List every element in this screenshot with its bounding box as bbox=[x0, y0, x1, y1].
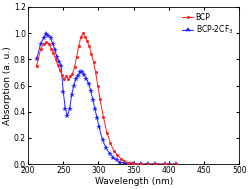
BCP-2CF$_3$ bbox=[94, 108, 96, 110]
BCP bbox=[134, 163, 136, 165]
BCP bbox=[82, 32, 84, 34]
BCP bbox=[75, 56, 78, 58]
BCP bbox=[39, 48, 42, 50]
BCP-2CF$_3$ bbox=[35, 58, 38, 60]
BCP bbox=[96, 84, 99, 87]
BCP bbox=[86, 40, 89, 42]
BCP-2CF$_3$ bbox=[58, 61, 60, 63]
BCP bbox=[126, 162, 130, 164]
BCP-2CF$_3$ bbox=[62, 91, 65, 93]
BCP bbox=[52, 52, 55, 54]
BCP bbox=[90, 53, 93, 55]
BCP bbox=[56, 64, 59, 66]
BCP bbox=[77, 45, 80, 47]
BCP-2CF$_3$ bbox=[96, 117, 98, 119]
BCP bbox=[45, 41, 48, 43]
BCP-2CF$_3$ bbox=[146, 163, 149, 165]
X-axis label: Wavelength (nm): Wavelength (nm) bbox=[94, 177, 173, 186]
BCP-2CF$_3$ bbox=[122, 162, 125, 164]
BCP bbox=[73, 66, 76, 68]
BCP bbox=[153, 163, 156, 165]
Y-axis label: Absorption (a. u.): Absorption (a. u.) bbox=[4, 46, 13, 125]
BCP-2CF$_3$ bbox=[119, 162, 122, 164]
BCP-2CF$_3$ bbox=[47, 35, 50, 37]
BCP bbox=[50, 48, 53, 50]
BCP-2CF$_3$ bbox=[68, 108, 71, 110]
BCP-2CF$_3$ bbox=[76, 75, 80, 77]
BCP bbox=[106, 132, 108, 134]
BCP bbox=[79, 36, 82, 38]
BCP bbox=[98, 98, 101, 100]
BCP-2CF$_3$ bbox=[129, 163, 132, 165]
Line: BCP: BCP bbox=[35, 32, 178, 166]
BCP bbox=[130, 162, 133, 164]
BCP-2CF$_3$ bbox=[101, 139, 104, 142]
BCP-2CF$_3$ bbox=[174, 163, 177, 165]
BCP-2CF$_3$ bbox=[56, 56, 58, 58]
BCP-2CF$_3$ bbox=[91, 99, 94, 101]
BCP-2CF$_3$ bbox=[81, 71, 84, 74]
BCP bbox=[64, 75, 68, 77]
BCP-2CF$_3$ bbox=[87, 83, 90, 85]
BCP-2CF$_3$ bbox=[112, 156, 115, 159]
BCP-2CF$_3$ bbox=[85, 78, 88, 80]
BCP-2CF$_3$ bbox=[45, 33, 48, 36]
BCP bbox=[112, 150, 116, 152]
BCP bbox=[67, 78, 70, 80]
BCP-2CF$_3$ bbox=[53, 49, 56, 51]
BCP-2CF$_3$ bbox=[126, 163, 129, 165]
BCP bbox=[71, 73, 74, 75]
BCP bbox=[123, 160, 126, 163]
BCP bbox=[164, 163, 167, 165]
BCP bbox=[102, 116, 105, 118]
BCP-2CF$_3$ bbox=[66, 115, 69, 117]
BCP-2CF$_3$ bbox=[108, 153, 111, 155]
BCP bbox=[109, 142, 112, 144]
BCP bbox=[146, 163, 149, 165]
BCP bbox=[120, 158, 122, 160]
Line: BCP-2CF$_3$: BCP-2CF$_3$ bbox=[34, 32, 178, 167]
BCP bbox=[35, 65, 38, 67]
BCP-2CF$_3$ bbox=[42, 37, 45, 40]
BCP-2CF$_3$ bbox=[164, 163, 167, 165]
BCP-2CF$_3$ bbox=[51, 43, 54, 45]
BCP bbox=[42, 43, 45, 45]
Legend: BCP, BCP-2CF$_3$: BCP, BCP-2CF$_3$ bbox=[180, 11, 236, 38]
BCP bbox=[84, 36, 86, 38]
BCP bbox=[174, 163, 177, 165]
BCP bbox=[116, 154, 119, 156]
BCP bbox=[60, 74, 63, 76]
BCP-2CF$_3$ bbox=[39, 43, 42, 45]
BCP-2CF$_3$ bbox=[89, 90, 92, 92]
BCP-2CF$_3$ bbox=[79, 71, 82, 74]
BCP-2CF$_3$ bbox=[115, 159, 118, 161]
BCP bbox=[62, 78, 66, 80]
BCP bbox=[88, 45, 91, 47]
BCP-2CF$_3$ bbox=[60, 65, 63, 67]
BCP bbox=[94, 71, 97, 74]
BCP bbox=[54, 58, 57, 60]
BCP bbox=[48, 43, 51, 45]
BCP-2CF$_3$ bbox=[98, 126, 101, 129]
BCP bbox=[139, 163, 142, 165]
BCP-2CF$_3$ bbox=[70, 94, 73, 96]
BCP-2CF$_3$ bbox=[49, 37, 52, 40]
BCP-2CF$_3$ bbox=[139, 163, 142, 165]
BCP-2CF$_3$ bbox=[83, 74, 86, 76]
BCP bbox=[92, 61, 95, 63]
BCP-2CF$_3$ bbox=[72, 84, 75, 87]
BCP-2CF$_3$ bbox=[74, 78, 78, 80]
BCP-2CF$_3$ bbox=[153, 163, 156, 165]
BCP bbox=[69, 75, 72, 77]
BCP-2CF$_3$ bbox=[105, 147, 108, 149]
BCP bbox=[58, 69, 61, 71]
BCP-2CF$_3$ bbox=[133, 163, 136, 165]
BCP-2CF$_3$ bbox=[64, 108, 67, 110]
